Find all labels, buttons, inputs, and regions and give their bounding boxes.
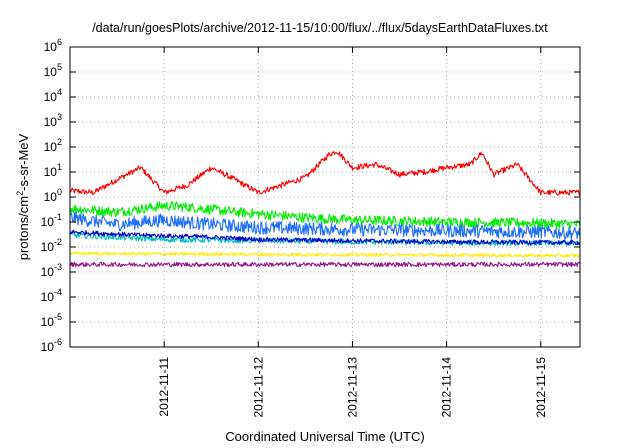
y-tick-label: 10-1 (41, 212, 62, 229)
y-tick-label: 10-6 (41, 337, 62, 354)
chart-title: /data/run/goesPlots/archive/2012-11-15/1… (92, 21, 548, 35)
y-tick-label: 101 (44, 162, 62, 179)
grid (70, 47, 580, 347)
y-tick-exp: -5 (54, 312, 62, 322)
y-axis-label-base: protons/cm (16, 196, 31, 260)
y-tick-exp: 4 (57, 87, 62, 97)
y-tick-base: 10 (44, 90, 58, 104)
y-tick-label: 106 (44, 37, 62, 54)
y-tick-label: 105 (44, 62, 62, 79)
y-tick-exp: 3 (57, 112, 62, 122)
y-tick-base: 10 (41, 290, 55, 304)
y-tick-label: 10-4 (41, 287, 62, 304)
y-tick-label: 10-2 (41, 237, 62, 254)
y-axis-label: protons/cm2-s-sr-MeV (15, 133, 31, 260)
y-tick-base: 10 (41, 265, 55, 279)
y-tick-base: 10 (44, 165, 58, 179)
x-tick-label: 2012-11-14 (440, 357, 454, 418)
y-tick-exp: 6 (57, 37, 62, 47)
series-line-1 (69, 201, 581, 230)
x-axis-label: Coordinated Universal Time (UTC) (225, 429, 424, 444)
y-tick-label: 102 (44, 137, 62, 154)
y-tick-base: 10 (44, 40, 58, 54)
y-tick-exp: 2 (57, 137, 62, 147)
y-tick-exp: -1 (54, 212, 62, 222)
y-tick-exp: -4 (54, 287, 62, 297)
y-tick-label: 103 (44, 112, 62, 129)
y-tick-exp: -2 (54, 237, 62, 247)
y-tick-base: 10 (44, 65, 58, 79)
y-tick-exp: -6 (54, 337, 62, 347)
y-tick-base: 10 (44, 115, 58, 129)
y-axis-label-rest: -s-sr-MeV (16, 133, 31, 190)
y-tick-label: 100 (44, 187, 62, 204)
x-tick-label: 2012-11-13 (345, 357, 359, 418)
y-tick-exp: 1 (57, 162, 62, 172)
y-tick-base: 10 (41, 315, 55, 329)
y-tick-label: 10-3 (41, 262, 62, 279)
series-line-2 (69, 211, 581, 241)
y-tick-base: 10 (44, 140, 58, 154)
y-tick-base: 10 (41, 215, 55, 229)
y-tick-exp: -3 (54, 262, 62, 272)
y-tick-label: 104 (44, 87, 62, 104)
y-tick-base: 10 (44, 190, 58, 204)
y-tick-base: 10 (41, 340, 55, 354)
y-axis-label-sup: 2 (15, 191, 25, 196)
series-line-0 (69, 150, 580, 196)
y-tick-exp: 0 (57, 187, 62, 197)
series-line-5 (69, 251, 581, 258)
series-line-6 (69, 261, 581, 268)
series-line-4 (69, 229, 581, 246)
axis-ticks: 10-610-510-410-310-210-11001011021031041… (41, 37, 580, 418)
y-tick-exp: 5 (57, 62, 62, 72)
x-tick-label: 2012-11-12 (251, 357, 265, 418)
y-tick-base: 10 (41, 240, 55, 254)
series-group (69, 150, 581, 268)
x-tick-label: 2012-11-11 (157, 357, 171, 417)
y-tick-label: 10-5 (41, 312, 62, 329)
x-tick-label: 2012-11-15 (534, 357, 548, 418)
